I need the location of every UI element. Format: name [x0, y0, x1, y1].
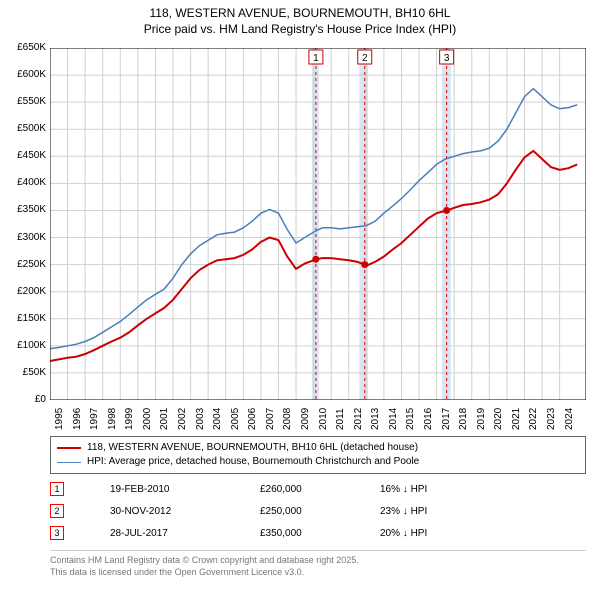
- y-tick-label: £0: [2, 394, 46, 405]
- chart-title: 118, WESTERN AVENUE, BOURNEMOUTH, BH10 6…: [0, 0, 600, 37]
- event-row: 2 30-NOV-2012£250,00023% ↓ HPI: [50, 500, 586, 522]
- x-tick-label: 2010: [318, 408, 329, 430]
- x-tick-label: 2018: [458, 408, 469, 430]
- events-table: 1 19-FEB-2010£260,00016% ↓ HPI 2 30-NOV-201…: [50, 478, 586, 544]
- x-tick-label: 2016: [423, 408, 434, 430]
- footnote-line1: Contains HM Land Registry data © Crown c…: [50, 555, 586, 567]
- event-marker: 1: [50, 482, 64, 496]
- y-tick-label: £450K: [2, 150, 46, 161]
- x-tick-label: 1999: [124, 408, 135, 430]
- title-line2: Price paid vs. HM Land Registry's House …: [0, 22, 600, 38]
- event-marker: 3: [50, 526, 64, 540]
- event-price: £250,000: [260, 506, 380, 517]
- title-line1: 118, WESTERN AVENUE, BOURNEMOUTH, BH10 6…: [0, 6, 600, 22]
- x-tick-label: 2015: [405, 408, 416, 430]
- x-tick-label: 1997: [89, 408, 100, 430]
- svg-text:2: 2: [362, 53, 368, 64]
- x-tick-label: 1995: [54, 408, 65, 430]
- x-tick-label: 2017: [441, 408, 452, 430]
- event-delta: 23% ↓ HPI: [380, 506, 427, 517]
- chart-legend: 118, WESTERN AVENUE, BOURNEMOUTH, BH10 6…: [50, 436, 586, 474]
- x-tick-label: 2013: [370, 408, 381, 430]
- svg-text:1: 1: [313, 53, 319, 64]
- x-tick-label: 2000: [142, 408, 153, 430]
- x-tick-label: 1998: [107, 408, 118, 430]
- y-tick-label: £50K: [2, 367, 46, 378]
- x-tick-label: 2008: [282, 408, 293, 430]
- y-tick-label: £650K: [2, 42, 46, 53]
- chart-svg: 1 2 3: [50, 48, 586, 400]
- y-tick-label: £350K: [2, 204, 46, 215]
- event-row: 1 19-FEB-2010£260,00016% ↓ HPI: [50, 478, 586, 500]
- event-date: 30-NOV-2012: [110, 506, 260, 517]
- event-date: 28-JUL-2017: [110, 528, 260, 539]
- event-delta: 20% ↓ HPI: [380, 528, 427, 539]
- x-tick-label: 2006: [247, 408, 258, 430]
- svg-text:3: 3: [444, 53, 450, 64]
- event-row: 3 28-JUL-2017£350,00020% ↓ HPI: [50, 522, 586, 544]
- footnote-line2: This data is licensed under the Open Gov…: [50, 567, 586, 579]
- event-price: £350,000: [260, 528, 380, 539]
- x-tick-label: 2009: [300, 408, 311, 430]
- x-tick-label: 2007: [265, 408, 276, 430]
- legend-item: 118, WESTERN AVENUE, BOURNEMOUTH, BH10 6…: [57, 441, 579, 455]
- event-date: 19-FEB-2010: [110, 484, 260, 495]
- chart-container: { "title": { "line1": "118, WESTERN AVEN…: [0, 0, 600, 590]
- y-tick-label: £300K: [2, 232, 46, 243]
- x-tick-label: 2024: [564, 408, 575, 430]
- x-tick-label: 2021: [511, 408, 522, 430]
- y-tick-label: £500K: [2, 123, 46, 134]
- event-delta: 16% ↓ HPI: [380, 484, 427, 495]
- legend-swatch: [57, 447, 81, 449]
- y-tick-label: £600K: [2, 69, 46, 80]
- x-tick-label: 2011: [335, 408, 346, 430]
- x-tick-label: 2019: [476, 408, 487, 430]
- y-tick-label: £200K: [2, 286, 46, 297]
- y-tick-label: £550K: [2, 96, 46, 107]
- x-tick-label: 2001: [159, 408, 170, 430]
- legend-item: HPI: Average price, detached house, Bour…: [57, 455, 579, 469]
- x-tick-label: 2003: [195, 408, 206, 430]
- x-tick-label: 2004: [212, 408, 223, 430]
- x-tick-label: 2022: [528, 408, 539, 430]
- y-tick-label: £400K: [2, 177, 46, 188]
- legend-swatch: [57, 462, 81, 463]
- legend-label: 118, WESTERN AVENUE, BOURNEMOUTH, BH10 6…: [87, 441, 418, 455]
- x-tick-label: 2012: [353, 408, 364, 430]
- event-marker: 2: [50, 504, 64, 518]
- chart-footnote: Contains HM Land Registry data © Crown c…: [50, 550, 586, 578]
- x-tick-label: 2014: [388, 408, 399, 430]
- legend-label: HPI: Average price, detached house, Bour…: [87, 455, 419, 469]
- x-tick-label: 1996: [72, 408, 83, 430]
- event-price: £260,000: [260, 484, 380, 495]
- y-tick-label: £150K: [2, 313, 46, 324]
- x-tick-label: 2002: [177, 408, 188, 430]
- x-tick-label: 2023: [546, 408, 557, 430]
- y-tick-label: £100K: [2, 340, 46, 351]
- y-tick-label: £250K: [2, 259, 46, 270]
- chart-plot-area: 1 2 3: [50, 48, 586, 400]
- x-tick-label: 2005: [230, 408, 241, 430]
- x-tick-label: 2020: [493, 408, 504, 430]
